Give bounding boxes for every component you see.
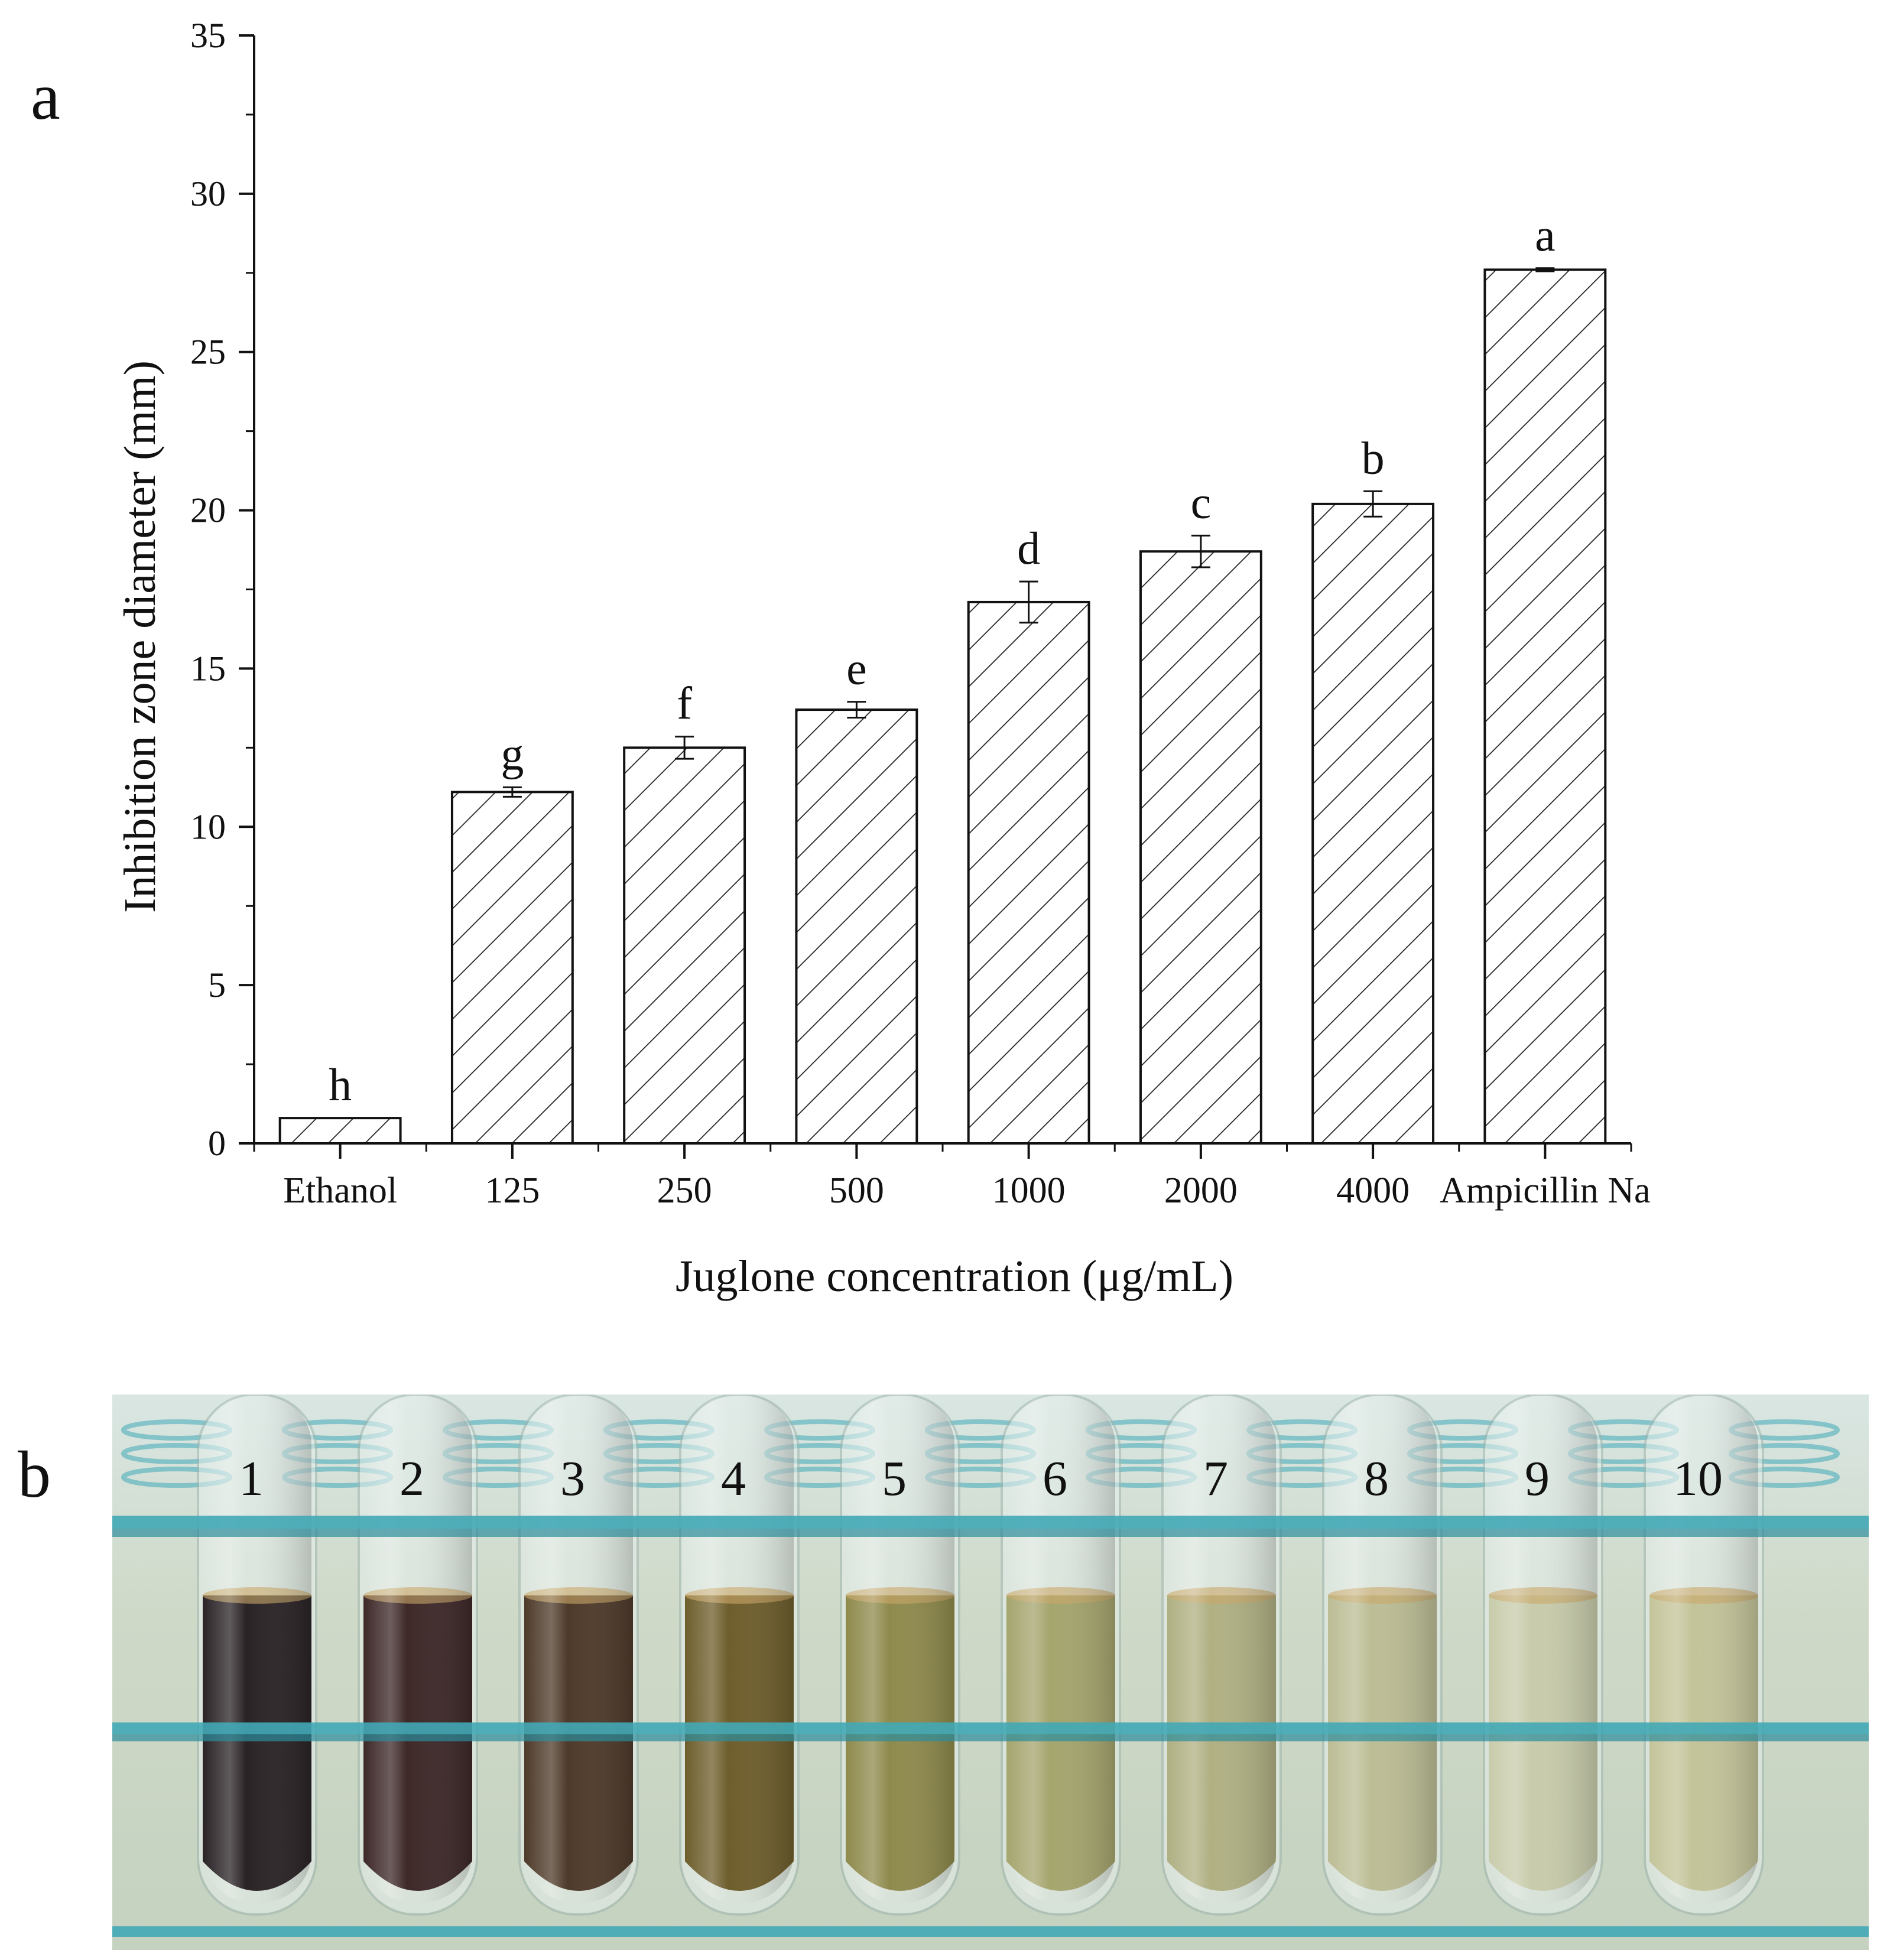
y-tick-label: 30: [190, 174, 226, 213]
x-tick-label: 4000: [1336, 1171, 1410, 1211]
y-tick-label: 0: [208, 1124, 226, 1163]
y-axis-ticks: 0 5 10 15 20 25 30 35: [190, 16, 254, 1163]
x-tick-label: Ethanol: [283, 1171, 397, 1211]
x-tick-label: 125: [485, 1171, 540, 1211]
tube-number: 9: [1525, 1451, 1550, 1506]
rack-top-plate-edge: [112, 1529, 1869, 1537]
rack-top-plate: [112, 1516, 1869, 1529]
x-tick-label: 2000: [1164, 1171, 1238, 1211]
tube-number: 1: [239, 1451, 264, 1506]
significance-letter: g: [501, 728, 524, 779]
bar: [1483, 268, 1607, 1145]
significance-letter: h: [329, 1059, 352, 1110]
tube-number: 3: [560, 1451, 585, 1506]
rack-middle-plate: [112, 1722, 1869, 1734]
x-tick-label: Ampicillin Na: [1440, 1171, 1650, 1211]
tube-number: 6: [1043, 1451, 1067, 1506]
bars-group: h g f e d c b a: [278, 209, 1607, 1145]
rack-middle-plate-edge: [112, 1734, 1869, 1741]
y-tick-label: 10: [190, 807, 226, 846]
rack-bottom-plate: [112, 1926, 1869, 1937]
bar: [623, 746, 746, 1145]
bar-chart: 0 5 10 15 20 25 30 35 h g f e d c b a Ethanol 125 250 500…: [115, 16, 1651, 1301]
tube-number: 4: [721, 1451, 746, 1506]
x-tick-label: 250: [657, 1171, 712, 1211]
x-tick-label: 1000: [992, 1171, 1066, 1211]
y-tick-label: 25: [190, 333, 226, 372]
significance-letter: d: [1017, 522, 1040, 574]
bar: [1139, 550, 1262, 1145]
tube-number: 2: [400, 1451, 424, 1506]
y-tick-label: 5: [208, 966, 226, 1005]
tube-number: 8: [1364, 1451, 1389, 1506]
bar: [1311, 502, 1435, 1145]
y-tick-label: 20: [190, 491, 226, 530]
tube-number: 7: [1203, 1451, 1228, 1506]
bar: [278, 1117, 402, 1145]
panel-label-a: a: [31, 60, 60, 134]
bar: [450, 791, 574, 1145]
x-axis-ticks: Ethanol 125 250 500 1000 2000 4000 Ampicillin N…: [253, 1143, 1651, 1211]
significance-letter: b: [1362, 432, 1385, 483]
test-tube-photo: 1 2 3 4 5 6 7 8 9 10: [112, 1395, 1869, 1950]
tube-labels-group: 1 2 3 4 5 6 7 8 9 10: [239, 1451, 1723, 1506]
y-axis-title: Inhibition zone diameter (mm): [115, 360, 165, 913]
significance-letter: f: [677, 678, 692, 729]
significance-letter: c: [1191, 476, 1212, 528]
x-axis-title: Juglone concentration (μg/mL): [676, 1252, 1233, 1301]
significance-letter: e: [846, 643, 867, 694]
x-tick-label: 500: [829, 1171, 884, 1211]
y-tick-label: 35: [190, 16, 226, 55]
y-tick-label: 15: [190, 649, 226, 688]
tube-number: 10: [1673, 1451, 1723, 1506]
tube-number: 5: [882, 1451, 907, 1506]
bar: [967, 600, 1090, 1145]
panel-label-b: b: [18, 1438, 51, 1512]
significance-letter: a: [1535, 209, 1555, 261]
bar: [795, 708, 918, 1145]
